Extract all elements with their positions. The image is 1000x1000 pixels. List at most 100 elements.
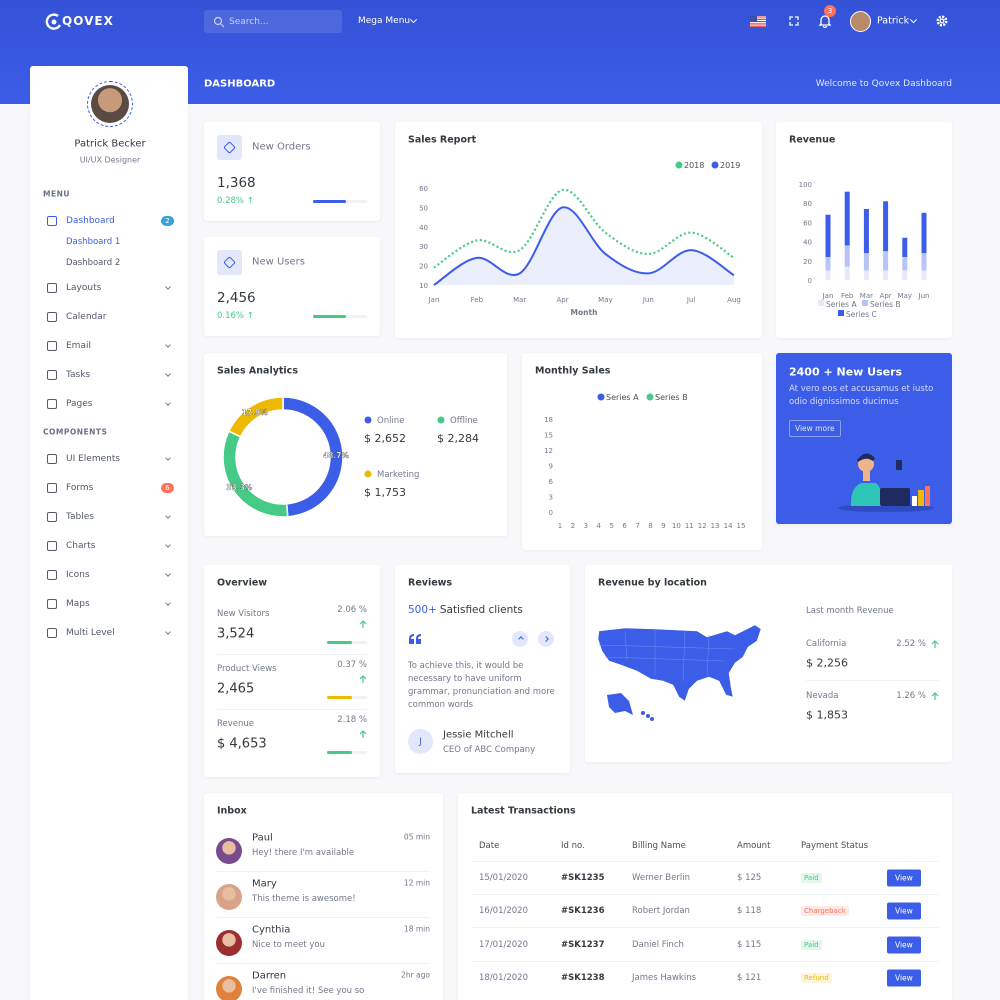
- profile-role: UI/UX Designer: [79, 155, 141, 165]
- x-tick-label: 12: [698, 522, 707, 530]
- sales-report-card: 10 20 30 40 50 60 Jan Feb Mar Apr May Jun Jul Aug Mont…: [395, 122, 762, 338]
- divider: [806, 680, 939, 681]
- view-button[interactable]: View: [887, 936, 921, 954]
- card-title: Overview: [217, 577, 268, 589]
- menu-icon: [47, 599, 57, 609]
- chart: 48.7% 33.3% 17.9% Online $ 2,652 Offline $ 2,2…: [222, 396, 479, 518]
- bar-segment: [921, 270, 927, 280]
- chart: [818, 15, 832, 28]
- column-header: Payment Status: [801, 841, 868, 851]
- menu-item[interactable]: Tables: [66, 512, 94, 522]
- x-tick-label: Feb: [471, 296, 484, 304]
- menu-item[interactable]: Dashboard: [66, 216, 115, 226]
- x-tick-label: May: [898, 292, 912, 300]
- chevron: [165, 455, 171, 461]
- message-time: 12 min: [403, 878, 430, 888]
- submenu-item[interactable]: Dashboard 1: [66, 237, 121, 247]
- slice-label: 48.7%: [323, 451, 350, 460]
- legend-marker: [364, 470, 372, 478]
- divider: [471, 960, 939, 962]
- table-cell: 17/01/2020: [479, 939, 528, 950]
- stat-icon: [217, 135, 242, 160]
- message-sender: Paul: [252, 832, 273, 844]
- card-title: Inbox: [217, 805, 247, 817]
- column-header: Id no.: [561, 841, 585, 851]
- table-cell: James Hawkins: [632, 972, 697, 983]
- view-button[interactable]: View: [887, 869, 921, 887]
- menu-icon: [47, 283, 57, 293]
- stat-value: 1,368: [217, 175, 256, 191]
- badge-text: 6: [165, 484, 170, 492]
- submenu-item[interactable]: Dashboard 2: [66, 258, 121, 268]
- x-tick-label: Apr: [880, 292, 892, 300]
- legend-marker: [675, 161, 683, 169]
- menu-icon: [47, 341, 57, 351]
- view-button[interactable]: View: [887, 902, 921, 920]
- menu-item[interactable]: Maps: [66, 599, 90, 609]
- topbar: QOVEX Search... Mega Menu 3 Patrick: [0, 0, 1000, 42]
- analytics-card: 48.7% 33.3% 17.9% Online $ 2,652 Offline $ 2,2…: [204, 353, 507, 536]
- y-tick-label: 15: [544, 432, 553, 440]
- x-tick-label: 2: [571, 522, 575, 530]
- bar-segment: [825, 214, 831, 257]
- menu-badge: 2: [161, 216, 174, 226]
- progress-fill: [327, 641, 352, 644]
- menu-item[interactable]: Pages: [66, 399, 93, 409]
- x-tick-label: 8: [648, 522, 652, 530]
- location-change: 2.52 %: [896, 639, 926, 649]
- search-box[interactable]: Search...: [204, 10, 342, 33]
- message-text: Nice to meet you: [252, 940, 325, 950]
- legend-label: 2018: [684, 161, 704, 170]
- stat-card: New Users 2,456 0.16% ↑: [204, 237, 380, 336]
- chevron: [165, 513, 171, 519]
- y-tick-label: 0: [808, 277, 812, 285]
- table-cell: Daniel Finch: [632, 939, 684, 950]
- y-tick-label: 20: [803, 258, 812, 266]
- x-tick-label: Jul: [686, 296, 696, 304]
- y-tick-label: 30: [419, 243, 428, 251]
- menu-item[interactable]: Multi Level: [66, 628, 115, 638]
- legend-marker: [711, 161, 719, 169]
- x-tick-label: 1: [558, 522, 562, 530]
- location-name: Nevada: [806, 691, 839, 701]
- y-tick-label: 10: [419, 282, 428, 290]
- legend-label: Offline: [450, 416, 478, 426]
- slider-arrow[interactable]: [538, 631, 554, 647]
- table-cell: $ 118: [737, 906, 762, 917]
- menu-item[interactable]: Tasks: [66, 370, 91, 380]
- divider: [217, 917, 430, 918]
- user-avatar: [850, 11, 871, 32]
- location-change: 1.26 %: [896, 691, 926, 701]
- menu-item[interactable]: UI Elements: [66, 454, 121, 464]
- view-button[interactable]: View: [887, 969, 921, 987]
- table-cell: 16/01/2020: [479, 906, 528, 917]
- menu-icon: [47, 216, 57, 226]
- menu-item[interactable]: Forms: [66, 483, 94, 493]
- chevron: [165, 629, 171, 635]
- overview-label: New Visitors: [217, 609, 270, 619]
- menu-item[interactable]: Email: [66, 341, 91, 351]
- menu-item[interactable]: Icons: [66, 570, 90, 580]
- stat-change: 0.28% ↑: [217, 196, 254, 206]
- overview-change: 2.18 %: [337, 715, 367, 725]
- revenue-card: 0 20 40 60 80 100 Jan Feb Mar Apr May Jun Series A Se…: [776, 122, 952, 338]
- legend-label: Series C: [846, 310, 877, 319]
- progress-fill: [313, 200, 346, 203]
- menu-item[interactable]: Calendar: [66, 312, 107, 322]
- chart-title: Monthly Sales: [535, 365, 611, 377]
- bar-segment: [844, 266, 850, 280]
- chevron: [165, 371, 171, 377]
- bar-segment: [902, 237, 908, 257]
- menu-item[interactable]: Charts: [66, 541, 96, 551]
- transactions-card: Latest Transactions Date Id no. Billing Nam…: [458, 793, 952, 1000]
- slider-arrow[interactable]: [512, 631, 528, 647]
- mega-menu[interactable]: Mega Menu: [358, 16, 411, 26]
- promo-button[interactable]: View more: [789, 420, 841, 437]
- menu-item[interactable]: Layouts: [66, 283, 102, 293]
- legend-marker: [838, 310, 844, 316]
- table-cell: $ 115: [737, 939, 762, 950]
- stat-title: New Orders: [252, 141, 311, 153]
